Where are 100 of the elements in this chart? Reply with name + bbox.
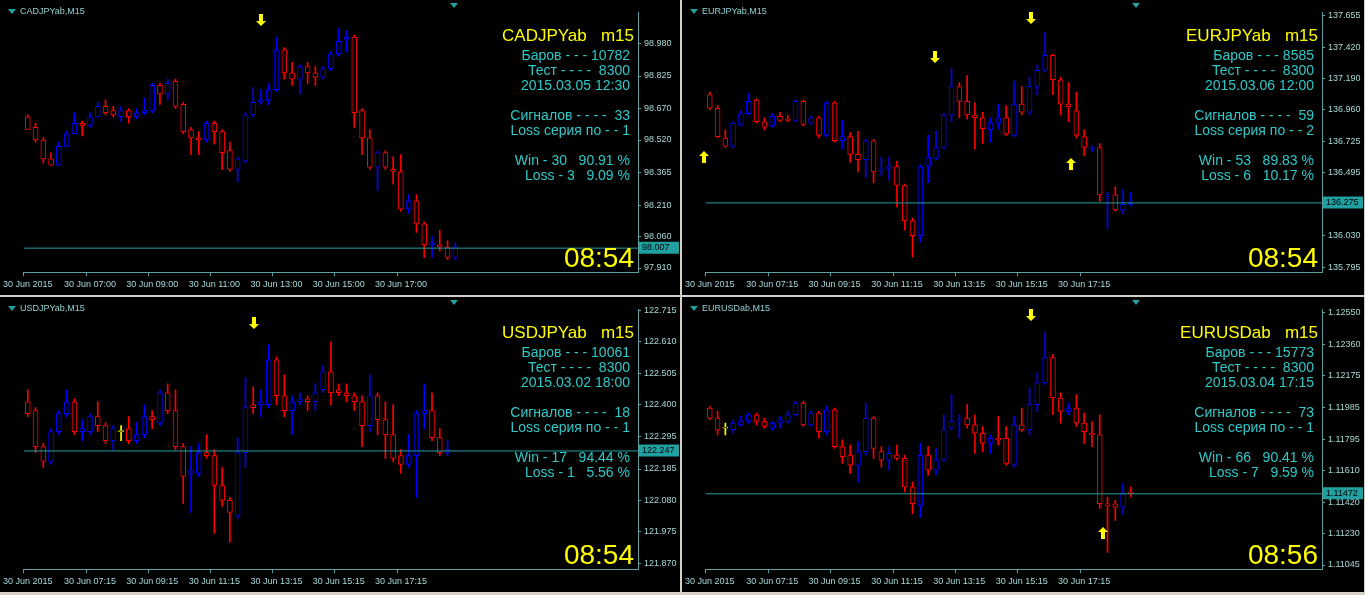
candlestick — [421, 383, 428, 429]
annotation: Win - 17 94.44 % — [514, 449, 630, 465]
y-tick-label: 137.655 — [1328, 9, 1361, 20]
y-tick-label: 97.910 — [644, 262, 672, 273]
annotation: 2015.03.06 12:00 — [1205, 77, 1314, 93]
candlestick — [258, 389, 264, 417]
x-tick-label: 30 Jun 07:15 — [746, 279, 799, 290]
y-tick-label: 135.795 — [1328, 261, 1361, 272]
candlestick — [886, 156, 892, 181]
annotation: Loss серия по - - 2 — [1194, 122, 1314, 138]
ref-line-label: 1.11472 — [1326, 487, 1358, 498]
annotation: Баров - - - 10061 — [521, 344, 630, 360]
x-tick-label: 30 Jun 07:15 — [746, 576, 799, 587]
y-tick-label: 98.670 — [644, 103, 672, 114]
y-tick-label: 98.825 — [644, 70, 672, 81]
y-tick-label: 122.505 — [644, 367, 677, 378]
x-tick-label: 30 Jun 11:15 — [871, 279, 923, 290]
x-tick-label: 30 Jun 11:15 — [188, 576, 241, 587]
y-tick-label: 1.11420 — [1328, 496, 1360, 507]
chart-title: CADJPYab,M15 — [20, 6, 85, 16]
x-tick-label: 30 Jun 17:15 — [1058, 279, 1111, 290]
x-tick-label: 30 Jun 07:15 — [63, 576, 116, 587]
y-tick-label: 136.030 — [1328, 230, 1361, 241]
annotation: CADJPYab m15 — [502, 26, 634, 45]
annotation: Loss - 3 9.09 % — [524, 167, 630, 183]
y-tick-label: 122.715 — [644, 304, 677, 315]
candlestick — [188, 446, 194, 513]
y-tick-label: 122.185 — [644, 463, 677, 474]
candlestick — [1112, 500, 1119, 521]
x-tick-label: 30 Jun 07:00 — [63, 279, 116, 290]
annotation: Loss серия по - - 1 — [1194, 419, 1314, 435]
annotation: 08:54 — [563, 539, 634, 570]
x-tick-label: 30 Jun 2015 — [3, 279, 53, 290]
x-tick-label: 30 Jun 13:15 — [250, 576, 303, 587]
annotation: Loss серия по - - 1 — [510, 419, 630, 435]
x-tick-label: 30 Jun 17:15 — [1058, 576, 1111, 587]
y-tick-label: 136.960 — [1328, 104, 1361, 115]
x-tick-label: 30 Jun 11:15 — [871, 576, 923, 587]
annotation: Тест - - - - 8300 — [1211, 359, 1314, 375]
y-tick-label: 137.420 — [1328, 41, 1361, 52]
annotation: Сигналов - - - - 18 — [510, 404, 630, 420]
x-tick-label: 30 Jun 15:15 — [312, 576, 365, 587]
candlestick — [250, 386, 257, 415]
x-tick-label: 30 Jun 17:15 — [374, 576, 427, 587]
x-tick-label: 30 Jun 15:15 — [995, 279, 1048, 290]
chart-title: EURUSDab,M15 — [702, 303, 771, 313]
candlestick — [964, 404, 970, 429]
annotation: EURUSDab m15 — [1180, 323, 1318, 342]
annotation: Баров - - - 10782 — [521, 47, 630, 63]
annotation: Loss - 7 9.59 % — [1208, 464, 1314, 480]
ref-line-label: 122.247 — [642, 444, 675, 455]
x-tick-label: 30 Jun 09:15 — [808, 576, 861, 587]
annotation: 08:54 — [1247, 242, 1318, 273]
y-tick-label: 1.11795 — [1328, 433, 1360, 444]
y-tick-label: 121.870 — [644, 557, 677, 568]
y-tick-label: 98.060 — [644, 231, 672, 242]
annotation: 2015.03.02 18:00 — [521, 374, 630, 390]
annotation: Сигналов - - - - 33 — [510, 107, 630, 123]
annotation: Loss - 6 10.17 % — [1201, 167, 1314, 183]
y-tick-label: 98.520 — [644, 134, 672, 145]
y-tick-label: 1.12175 — [1328, 369, 1361, 380]
y-tick-label: 1.11045 — [1328, 559, 1360, 570]
y-tick-label: 1.11610 — [1328, 464, 1360, 475]
y-tick-label: 122.400 — [644, 399, 677, 410]
candlestick — [925, 134, 931, 184]
y-tick-label: 136.725 — [1328, 135, 1361, 146]
x-tick-label: 30 Jun 09:00 — [126, 279, 179, 290]
candlestick — [390, 156, 396, 185]
chart-title: USDJPYab,M15 — [20, 303, 85, 313]
x-tick-label: 30 Jun 15:15 — [995, 576, 1048, 587]
chart-title: EURJPYab,M15 — [702, 6, 767, 16]
y-tick-label: 1.12550 — [1328, 306, 1361, 317]
y-tick-label: 122.295 — [644, 430, 677, 441]
annotation: Сигналов - - - - 59 — [1194, 107, 1314, 123]
y-tick-label: 1.11985 — [1328, 401, 1360, 412]
annotation: Loss - 1 5.56 % — [524, 464, 630, 480]
candlestick — [972, 414, 978, 454]
y-tick-label: 1.12360 — [1328, 338, 1361, 349]
y-tick-label: 98.365 — [644, 167, 672, 178]
candlestick — [79, 419, 86, 441]
x-tick-label: 30 Jun 09:15 — [126, 576, 179, 587]
annotation: USDJPYab m15 — [502, 323, 634, 342]
y-tick-label: 1.11230 — [1328, 528, 1360, 539]
candlestick — [289, 395, 295, 435]
candlestick — [855, 130, 861, 173]
x-tick-label: 30 Jun 13:15 — [933, 576, 986, 587]
annotation: Win - 66 90.41 % — [1198, 449, 1314, 465]
x-tick-label: 30 Jun 2015 — [685, 576, 735, 587]
x-tick-label: 30 Jun 2015 — [685, 279, 735, 290]
annotation: Тест - - - - 8300 — [1211, 62, 1314, 78]
y-tick-label: 98.210 — [644, 199, 672, 210]
ref-line-label: 98.007 — [642, 242, 670, 253]
candlestick — [79, 120, 86, 137]
y-tick-label: 122.080 — [644, 494, 677, 505]
x-tick-label: 30 Jun 13:00 — [250, 279, 303, 290]
ref-line-label: 136.275 — [1326, 196, 1359, 207]
x-tick-label: 30 Jun 15:00 — [312, 279, 365, 290]
annotation: Сигналов - - - - 73 — [1194, 404, 1314, 420]
annotation: Баров - - - 8585 — [1213, 47, 1314, 63]
x-tick-label: 30 Jun 09:15 — [808, 279, 861, 290]
